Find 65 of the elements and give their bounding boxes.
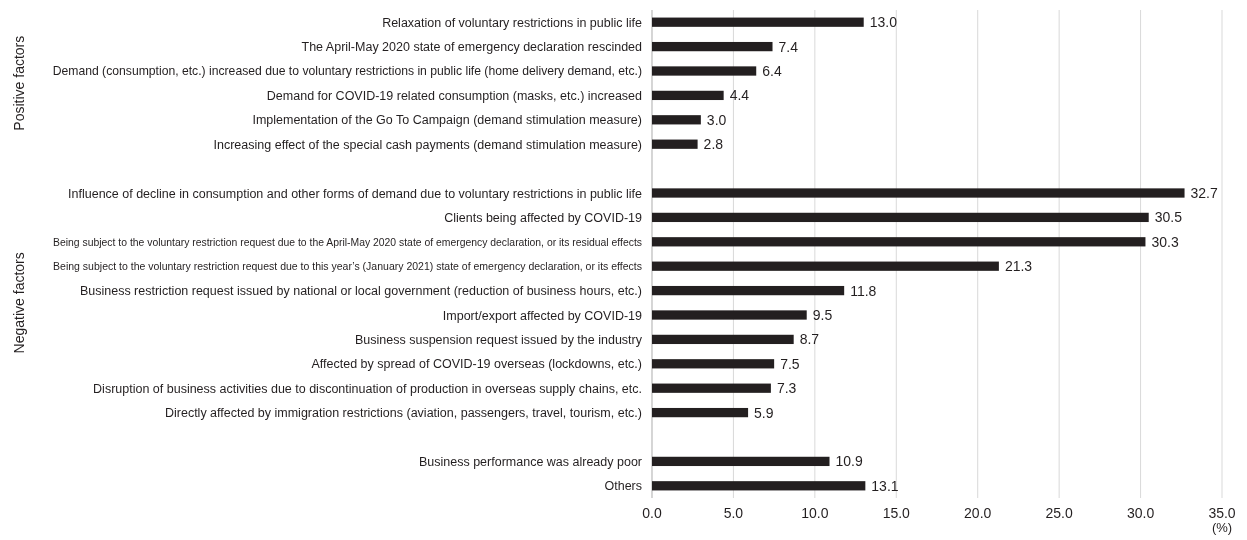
y-tick-label: Disruption of business activities due to discontinuation of production in overseas supply chains, etc.	[93, 381, 642, 396]
data-label: 13.1	[871, 477, 899, 494]
data-label: 30.3	[1151, 233, 1179, 250]
data-label: 6.4	[762, 63, 782, 80]
data-label: 11.8	[850, 282, 877, 299]
bar	[652, 212, 1149, 223]
y-tick-label: Being subject to the voluntary restriction request due to this year’s (January 2021) state of emergency declaration, or its effects	[53, 259, 642, 272]
x-tick-label: 15.0	[882, 505, 911, 521]
x-tick-label: 35.0	[1208, 505, 1236, 521]
data-label: 3.0	[706, 111, 727, 128]
data-label: 2.8	[703, 136, 724, 153]
x-tick-label: 25.0	[1045, 505, 1073, 521]
x-tick-label: 0.0	[642, 505, 662, 521]
data-label: 7.3	[776, 380, 797, 397]
x-tick-label: 30.0	[1126, 505, 1155, 521]
data-label: 8.7	[799, 331, 820, 348]
y-tick-label: Clients being affected by COVID-19	[444, 210, 643, 225]
y-tick-label: Business performance was already poor	[418, 454, 642, 469]
bar	[652, 359, 775, 369]
bar	[652, 115, 701, 125]
y-tick-label: Others	[604, 479, 642, 494]
y-tick-label: The April-May 2020 state of emergency declaration rescinded	[301, 40, 643, 55]
bar	[652, 334, 794, 345]
y-tick-label: Import/export affected by COVID-19	[442, 308, 643, 323]
data-label: 21.3	[1004, 258, 1033, 275]
y-tick-label: Relaxation of voluntary restrictions in public life	[382, 15, 643, 30]
data-label: 9.5	[812, 307, 833, 324]
y-tick-label: Demand (consumption, etc.) increased due to voluntary restrictions in public life (home delivery demand, etc.)	[52, 64, 642, 79]
bar	[652, 383, 771, 393]
y-tick-label: Affected by spread of COVID-19 overseas (lockdowns, etc.)	[311, 357, 642, 372]
data-label: 7.5	[780, 355, 800, 372]
bar	[652, 139, 698, 149]
bar	[652, 261, 999, 271]
data-label: 4.4	[729, 87, 750, 104]
bar	[652, 285, 845, 296]
bar	[652, 407, 749, 418]
y-tick-label: Business restriction request issued by national or local government (reduction of business hours, etc.)	[79, 284, 642, 299]
data-label: 13.0	[869, 14, 898, 31]
y-tick-label: Demand for COVID-19 related consumption (masks, etc.) increased	[266, 88, 643, 103]
data-label: 32.7	[1190, 185, 1218, 202]
bar	[652, 310, 807, 320]
x-tick-label: 10.0	[801, 505, 829, 521]
bar	[652, 17, 864, 27]
y-tick-label: Directly affected by immigration restrictions (aviation, passengers, travel, tourism, etc.)	[164, 406, 642, 421]
y-tick-label: Being subject to the voluntary restriction request due to the April-May 2020 state of emergency declaration, or its residual effects	[53, 236, 642, 248]
bar	[652, 481, 866, 491]
data-label: 30.5	[1154, 209, 1183, 226]
bar	[652, 41, 773, 52]
x-axis-title: (%)	[1211, 520, 1233, 535]
y-tick-label: Implementation of the Go To Campaign (demand stimulation measure)	[252, 113, 642, 128]
bar	[652, 90, 724, 101]
data-label: 7.4	[778, 38, 799, 55]
bar	[652, 66, 757, 76]
data-label: 10.9	[835, 453, 863, 470]
y-tick-label: Influence of decline in consumption and other forms of demand due to voluntary restrictions in public life	[68, 186, 643, 201]
data-label: 5.9	[754, 404, 774, 421]
y-tick-label: Business suspension request issued by the industry	[355, 332, 643, 347]
bar	[652, 456, 830, 467]
y-tick-label: Increasing effect of the special cash payments (demand stimulation measure)	[213, 137, 642, 152]
bar	[652, 237, 1146, 247]
text: Negative factors	[11, 252, 27, 354]
text: Positive factors	[11, 35, 27, 131]
bar	[652, 188, 1185, 198]
x-tick-label: 5.0	[723, 505, 744, 521]
x-tick-label: 20.0	[964, 505, 992, 521]
